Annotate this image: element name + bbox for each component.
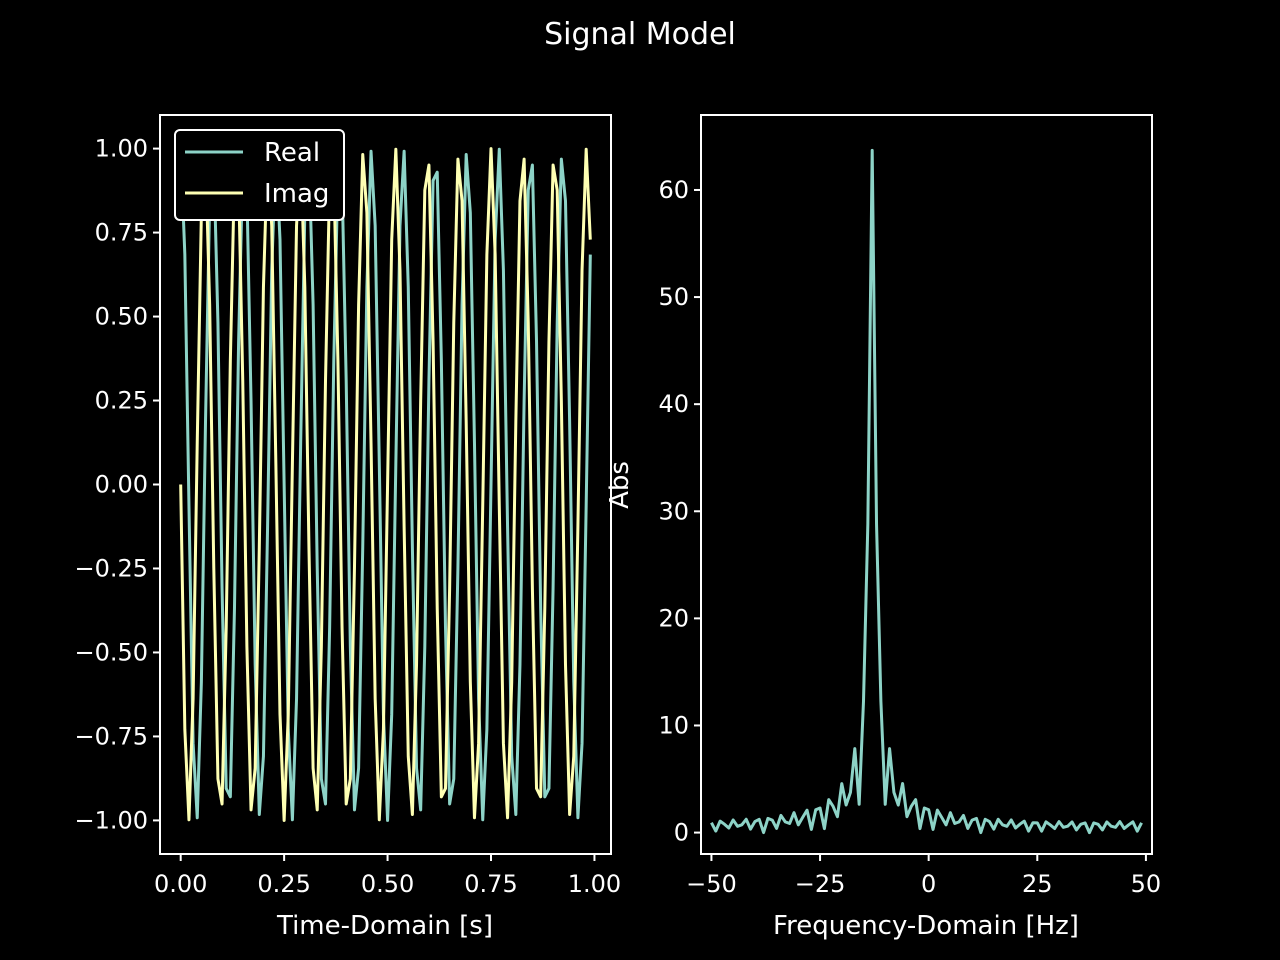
series-line-imag	[179, 147, 592, 822]
x-tick-label: 0.00	[154, 870, 207, 898]
y-tick-label: −0.75	[74, 722, 148, 750]
time-legend: Real Imag	[174, 129, 345, 221]
y-tick-label: 0.25	[95, 387, 148, 415]
frequency-series-lines	[710, 148, 1143, 835]
frequency-axis-ticks: −50 −25 0 25 50 0 10 20 30 40 50 60	[658, 176, 1161, 898]
x-tick-label: 0	[921, 870, 936, 898]
x-tick-label: 50	[1131, 870, 1162, 898]
frequency-plot-frame	[700, 114, 1153, 855]
y-tick-label: 30	[658, 497, 689, 525]
y-tick-label: −0.25	[74, 554, 148, 582]
x-tick-label: 1.00	[568, 870, 621, 898]
y-tick-label: 10	[658, 711, 689, 739]
x-tick-label: 0.75	[464, 870, 517, 898]
x-tick-label: 0.25	[257, 870, 310, 898]
x-tick-label: −50	[686, 870, 737, 898]
time-axis-ticks: 0.00 0.25 0.50 0.75 1.00 1.00 0.75 0.50 0.25 0.00…	[74, 135, 621, 898]
y-tick-label: 60	[658, 176, 689, 204]
y-tick-label: 0	[674, 819, 689, 847]
frequency-domain-plot: −50 −25 0 25 50 0 10 20 30 40 50 60 Frequency-Domai…	[605, 114, 1161, 941]
y-tick-label: 50	[658, 283, 689, 311]
time-plot-frame	[159, 114, 612, 855]
series-line-real	[179, 147, 592, 822]
x-tick-label: 25	[1022, 870, 1053, 898]
frequency-y-axis-label: Abs	[605, 461, 635, 509]
figure-title: Signal Model	[544, 17, 736, 52]
time-domain-plot: 0.00 0.25 0.50 0.75 1.00 1.00 0.75 0.50 0.25 0.00…	[74, 114, 621, 941]
legend-label-real: Real	[264, 138, 320, 168]
y-tick-label: 0.00	[95, 471, 148, 499]
y-tick-label: 0.50	[95, 303, 148, 331]
time-x-axis-label: Time-Domain [s]	[276, 911, 493, 941]
legend-label-imag: Imag	[264, 179, 329, 209]
y-tick-label: 1.00	[95, 135, 148, 163]
x-tick-label: 0.50	[361, 870, 414, 898]
y-tick-label: −1.00	[74, 806, 148, 834]
y-tick-label: 0.75	[95, 219, 148, 247]
y-tick-label: 40	[658, 390, 689, 418]
x-tick-label: −25	[795, 870, 846, 898]
y-tick-label: −0.50	[74, 638, 148, 666]
frequency-x-axis-label: Frequency-Domain [Hz]	[773, 911, 1079, 941]
series-line-abs	[710, 148, 1143, 835]
time-series-lines	[179, 147, 592, 822]
y-tick-label: 20	[658, 604, 689, 632]
